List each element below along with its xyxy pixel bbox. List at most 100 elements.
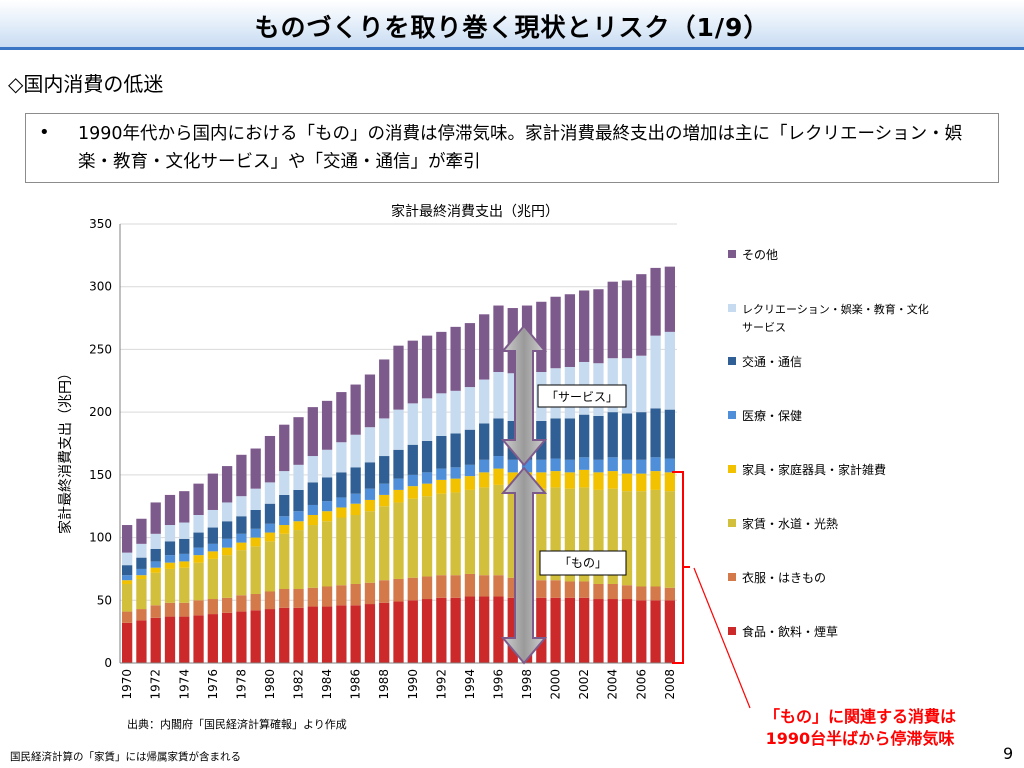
bar-segment-furniture (179, 561, 190, 568)
bar-segment-clothing (279, 588, 290, 608)
bar-segment-furniture (664, 472, 676, 492)
bar-segment-recreation (250, 488, 261, 510)
bar-segment-transport (207, 527, 218, 544)
bar-segment-food (236, 611, 247, 663)
bar-segment-clothing (450, 575, 461, 598)
bar-segment-food (593, 599, 604, 663)
bar-segment-transport (664, 409, 676, 459)
legend-label-medical: 医療・保健 (742, 409, 802, 423)
bar-segment-food (179, 616, 190, 663)
bar-segment-clothing (436, 575, 447, 598)
bar-segment-medical (121, 575, 133, 581)
bar-segment-transport (279, 494, 290, 517)
goods-label-box (539, 550, 627, 576)
legend-swatch-medical (728, 411, 736, 419)
bar-segment-clothing (207, 599, 218, 615)
legend-swatch-other (728, 250, 736, 258)
y-tick-label: 350 (89, 217, 112, 231)
bar-segment-furniture (593, 472, 604, 490)
bar-segment-food (364, 604, 376, 663)
bar-segment-housing (493, 484, 504, 576)
bar-segment-food (450, 597, 461, 663)
bar-segment-transport (164, 541, 176, 556)
bar-segment-transport (321, 477, 333, 502)
bar-segment-clothing (150, 605, 161, 618)
bar-segment-clothing (307, 587, 318, 607)
bar-segment-transport (221, 521, 233, 539)
bar-segment-recreation (321, 449, 333, 478)
x-axis-ticks: 1970 1972 1974 1976 1978 1980 1982 1984 1986 1988… (120, 669, 677, 700)
footnote: 国民経済計算の「家賃」には帰属家賃が含まれる (10, 751, 241, 763)
x-tick-label: 1998 (520, 669, 534, 700)
bar-segment-housing (164, 568, 176, 603)
bar-segment-furniture (407, 486, 418, 499)
bar-segment-furniture (464, 476, 476, 490)
bar-segment-housing (321, 521, 333, 587)
callout-pointer (693, 567, 751, 709)
bar-segment-food (393, 601, 404, 663)
bar-segment-furniture (479, 472, 490, 488)
legend-label-transport: 交通・通信 (742, 354, 802, 369)
bar-segment-food (379, 602, 390, 663)
bar-segment-medical (364, 488, 376, 500)
bar-segment-food (121, 622, 133, 663)
bar-segment-other (250, 448, 261, 489)
bar-segment-furniture (450, 478, 461, 493)
bar-segment-clothing (636, 586, 647, 601)
x-tick-label: 1986 (349, 669, 363, 700)
bar-segment-other (221, 466, 233, 503)
bar-segment-other (593, 289, 604, 364)
y-tick-label: 250 (89, 342, 112, 356)
bar-segment-clothing (293, 588, 304, 608)
bar-segment-housing (421, 496, 433, 577)
service-double-arrow (500, 324, 548, 467)
bar-segment-housing (536, 488, 547, 581)
bar-segment-housing (550, 487, 561, 581)
bar-segment-food (636, 600, 647, 663)
bar-segment-clothing (379, 580, 390, 603)
bar-segment-transport (564, 418, 576, 460)
bar-segment-recreation (450, 390, 461, 434)
bar-segment-medical (407, 474, 418, 487)
bar-segment-furniture (193, 555, 204, 563)
bullet-text: 1990年代から国内における「もの」の消費は停滞気味。家計消費最終支出の増加は主… (78, 124, 963, 172)
bar-segment-other (193, 483, 204, 515)
bar-segment-transport (593, 415, 604, 460)
bar-segment-medical (321, 501, 333, 512)
bar-segment-other (279, 424, 290, 472)
bar-segment-furniture (579, 469, 590, 488)
bar-segment-recreation (264, 482, 276, 504)
bar-segment-furniture (250, 537, 261, 547)
bar-segment-clothing (121, 611, 133, 623)
bar-segment-recreation (336, 442, 347, 473)
bar-segment-medical (521, 459, 533, 473)
bar-segment-housing (507, 488, 518, 578)
bar-segment-medical (450, 467, 461, 479)
bar-segment-transport (179, 538, 190, 554)
x-tick-label: 1974 (177, 669, 191, 700)
legend-label-recreation: レクリエーション・娯楽・教育・文化 (742, 302, 929, 316)
bar-segment-clothing (621, 585, 633, 600)
y-axis-label: 家計最終消費支出（兆円） (57, 366, 74, 534)
legend-swatch-housing (728, 519, 736, 527)
legend-label-clothing: 衣服・はきもの (742, 570, 826, 585)
bar-segment-medical (664, 458, 676, 473)
bar-segment-transport (464, 429, 476, 465)
bar-segment-clothing (493, 575, 504, 597)
bar-segment-other (350, 384, 361, 435)
bar-segment-housing (593, 489, 604, 584)
x-tick-label: 1972 (149, 669, 163, 700)
bar-segment-transport (621, 413, 633, 460)
bar-segment-clothing (136, 609, 147, 621)
bar-segment-food (350, 605, 361, 663)
bar-segment-recreation (221, 502, 233, 522)
bar-segment-food (579, 597, 590, 663)
x-tick-label: 1982 (292, 669, 306, 700)
bar-segment-clothing (164, 602, 176, 617)
bar-segment-housing (664, 491, 676, 588)
bar-segment-transport (650, 408, 661, 458)
goods-label: 「もの」 (559, 556, 607, 570)
bar-segment-housing (650, 489, 661, 587)
bar-segment-medical (293, 511, 304, 522)
bar-segment-furniture (279, 525, 290, 534)
